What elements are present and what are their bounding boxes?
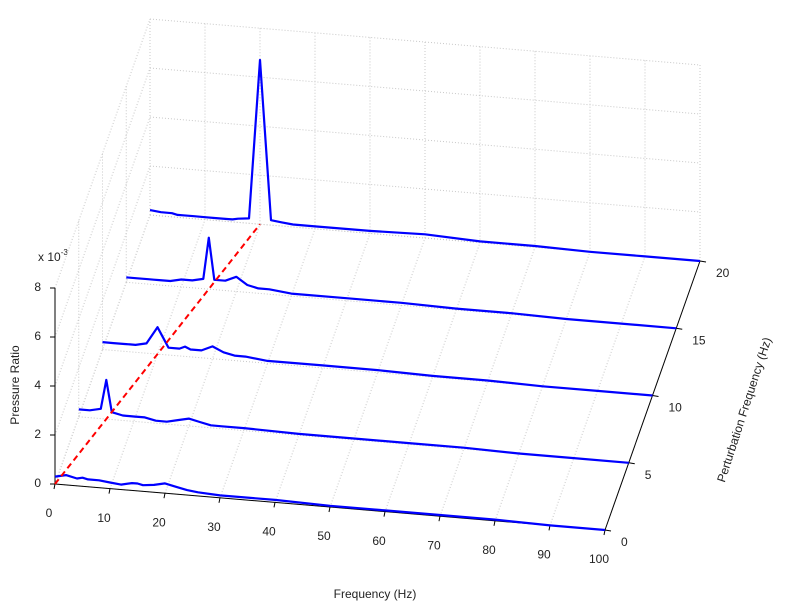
grid-line <box>149 165 701 213</box>
x-tick-label: 70 <box>427 538 441 552</box>
grid-line <box>109 219 206 489</box>
grid-line <box>164 224 261 494</box>
x-tick <box>493 520 496 526</box>
series-line <box>126 236 677 330</box>
grid-line <box>549 256 646 526</box>
x-tick-label: 40 <box>262 525 276 539</box>
grid-line <box>219 228 316 498</box>
z-tick-label: 0 <box>34 476 41 490</box>
x-tick-label: 20 <box>152 515 166 529</box>
grid-line <box>439 247 536 517</box>
grid-line <box>149 67 701 115</box>
grid-line <box>54 214 151 485</box>
y-tick <box>676 327 683 330</box>
z-multiplier-base: x 10 <box>38 250 61 264</box>
z-multiplier-exponent: -3 <box>61 248 69 257</box>
x-tick <box>383 511 386 517</box>
y-tick <box>652 395 659 397</box>
x-tick <box>218 497 221 503</box>
y-tick-label: 20 <box>716 266 730 280</box>
grid-line <box>329 237 426 508</box>
grid-line <box>149 18 701 66</box>
y-tick <box>628 462 635 465</box>
reference-line <box>54 223 261 485</box>
x-tick-label: 10 <box>97 511 111 525</box>
x-tick <box>108 488 111 494</box>
grid-line <box>274 233 371 503</box>
x-tick-label: 30 <box>207 520 221 534</box>
z-tick-label: 6 <box>34 329 41 343</box>
x-tick-label: 50 <box>317 529 331 543</box>
grid-line <box>54 116 151 387</box>
x-tick-label: 60 <box>372 534 386 548</box>
y-tick <box>699 260 707 263</box>
series-line <box>102 326 653 397</box>
y-tick-label: 5 <box>645 468 652 482</box>
x-tick <box>53 483 56 490</box>
z-tick-label: 4 <box>34 378 41 392</box>
x-tick <box>438 516 441 522</box>
grid-line <box>494 251 591 521</box>
grid-line <box>384 242 481 512</box>
x-tick-label: 0 <box>46 506 53 520</box>
z-axis-label: Pressure Ratio <box>8 345 22 425</box>
grid-line <box>54 67 151 338</box>
x-tick-label: 80 <box>482 543 496 557</box>
x-tick <box>163 493 166 499</box>
grid-line <box>54 165 151 436</box>
x-tick-label: 90 <box>537 548 551 562</box>
series-line <box>54 474 606 532</box>
y-tick-label: 0 <box>621 535 628 549</box>
x-tick <box>328 506 331 513</box>
z-multiplier: x 10-3 <box>38 248 68 264</box>
grid-line <box>149 116 701 164</box>
y-axis-label: Perturbation Frequency (Hz) <box>714 336 774 484</box>
y-tick-label: 15 <box>692 333 706 347</box>
z-tick-label: 8 <box>34 280 41 294</box>
y-tick-label: 10 <box>669 401 683 415</box>
grid-line <box>54 18 151 289</box>
x-tick-label: 100 <box>589 552 609 566</box>
x-axis-label: Frequency (Hz) <box>334 587 417 601</box>
y-tick <box>604 529 612 532</box>
series-line <box>78 378 629 464</box>
z-tick-label: 2 <box>34 427 41 441</box>
series-line <box>149 58 701 263</box>
x-tick <box>273 502 276 508</box>
